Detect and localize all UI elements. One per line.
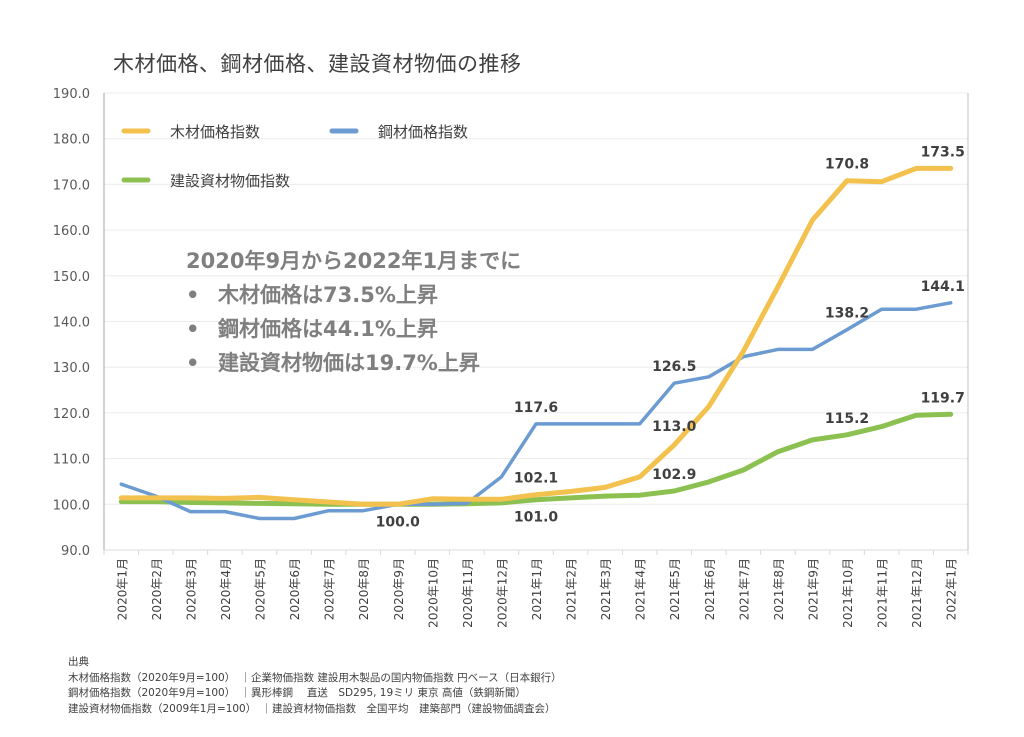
- series-line-steel: [119, 301, 953, 521]
- data-label: 101.0: [514, 510, 559, 526]
- data-label: 138.2: [825, 306, 869, 322]
- x-tick-label: 2020年9月: [392, 558, 406, 620]
- annotation-item-text: 建設資材物価は19.7%上昇: [218, 351, 480, 375]
- x-tick-label: 2021年1月: [530, 558, 544, 620]
- x-tick-label: 2021年9月: [806, 558, 820, 620]
- legend-label: 木材価格指数: [170, 123, 260, 141]
- x-tick-label: 2021年6月: [703, 558, 717, 620]
- data-label: 113.0: [652, 419, 697, 435]
- y-tick-label: 150.0: [53, 270, 90, 285]
- y-tick-label: 140.0: [53, 316, 90, 331]
- annotation-item-text: 木材価格は73.5%上昇: [218, 283, 438, 307]
- x-tick-label: 2021年11月: [876, 558, 890, 628]
- y-tick-label: 110.0: [53, 453, 90, 468]
- x-tick-label: 2021年5月: [668, 558, 682, 620]
- x-tick-label: 2020年7月: [323, 558, 337, 620]
- legend-item: 鋼材価格指数: [329, 123, 468, 141]
- x-tick-label: 2022年1月: [945, 558, 959, 620]
- legend-item: 木材価格指数: [121, 123, 260, 141]
- data-label: 173.5: [921, 144, 965, 160]
- x-tick-label: 2021年4月: [634, 558, 648, 620]
- annotation-item: • 建設資材物価は19.7%上昇: [186, 346, 521, 380]
- bullet: •: [186, 351, 200, 375]
- x-tick-label: 2021年12月: [910, 558, 924, 628]
- source-notes: 出典 木材価格指数（2020年9月=100） ｜企業物価指数 建設用木製品の国内…: [68, 655, 562, 717]
- bullet: •: [186, 283, 200, 307]
- x-tick-label: 2021年10月: [841, 558, 855, 628]
- y-tick-label: 170.0: [53, 178, 90, 193]
- data-label: 102.1: [514, 471, 558, 487]
- data-label: 126.5: [652, 359, 696, 375]
- x-tick-label: 2021年2月: [565, 558, 579, 620]
- x-tick-label: 2021年3月: [599, 558, 613, 620]
- data-label: 117.6: [514, 400, 558, 416]
- source-line: 建設資材物価指数（2009年1月=100） ｜建設資材物価指数 全国平均 建築部…: [68, 702, 556, 715]
- x-tick-label: 2020年5月: [254, 558, 268, 620]
- source-line: 鋼材価格指数（2020年9月=100） ｜異形棒鋼 直送 SD295, 19ミリ…: [68, 687, 526, 699]
- annotation-item: • 木材価格は73.5%上昇: [186, 278, 521, 312]
- x-tick-label: 2020年6月: [288, 558, 302, 620]
- bullet: •: [186, 317, 200, 341]
- data-label: 170.8: [825, 157, 869, 173]
- source-heading: 出典: [68, 656, 89, 668]
- gridlines: [104, 92, 968, 505]
- annotation-item: • 鋼材価格は44.1%上昇: [186, 312, 521, 346]
- y-tick-label: 180.0: [53, 133, 90, 148]
- data-label: 100.0: [376, 514, 421, 530]
- annotation-box: 2020年9月から2022年1月までに • 木材価格は73.5%上昇 • 鋼材価格は…: [186, 244, 521, 380]
- x-tick-label: 2020年3月: [184, 558, 198, 620]
- x-tick-label: 2020年12月: [495, 558, 509, 628]
- legend-label: 鋼材価格指数: [378, 123, 468, 141]
- series-lines: [118, 165, 954, 521]
- y-tick-label: 160.0: [53, 224, 90, 239]
- y-axis-ticks: 90.0 100.0 110.0 120.0 130.0 140.0 150.0 160.0 1…: [53, 87, 90, 559]
- data-labels: 102.1 113.0 170.8 173.5 117.6 126.5 138.2 144.1…: [376, 144, 965, 530]
- x-tick-label: 2021年8月: [772, 558, 786, 620]
- chart-title: 木材価格、鋼材価格、建設資材物価の推移: [113, 52, 522, 76]
- annotation-heading: 2020年9月から2022年1月までに: [186, 249, 522, 273]
- data-label: 119.7: [921, 390, 965, 406]
- x-tick-label: 2021年7月: [737, 558, 751, 620]
- y-tick-label: 90.0: [61, 544, 90, 559]
- y-tick-label: 100.0: [53, 498, 90, 513]
- legend-label: 建設資材物価指数: [170, 172, 290, 190]
- x-tick-label: 2020年2月: [150, 558, 164, 620]
- y-tick-label: 190.0: [53, 87, 90, 102]
- annotation-item-text: 鋼材価格は44.1%上昇: [218, 317, 438, 341]
- x-tick-label: 2020年1月: [115, 558, 129, 620]
- x-axis-ticks: 2020年1月 2020年2月 2020年3月 2020年4月 2020年5月 2020年…: [103, 550, 969, 628]
- y-tick-label: 120.0: [53, 407, 90, 422]
- y-tick-label: 130.0: [53, 361, 90, 376]
- legend-item: 建設資材物価指数: [121, 172, 290, 190]
- data-label: 102.9: [652, 467, 696, 483]
- x-tick-label: 2020年8月: [357, 558, 371, 620]
- data-label: 144.1: [921, 279, 965, 295]
- series-line-construction: [118, 411, 954, 507]
- data-label: 115.2: [825, 411, 869, 427]
- source-line: 木材価格指数（2020年9月=100） ｜企業物価指数 建設用木製品の国内物価指…: [68, 671, 562, 684]
- x-tick-label: 2020年11月: [461, 558, 475, 628]
- x-tick-label: 2020年10月: [426, 558, 440, 628]
- axes: [103, 93, 969, 551]
- x-tick-label: 2020年4月: [219, 558, 233, 620]
